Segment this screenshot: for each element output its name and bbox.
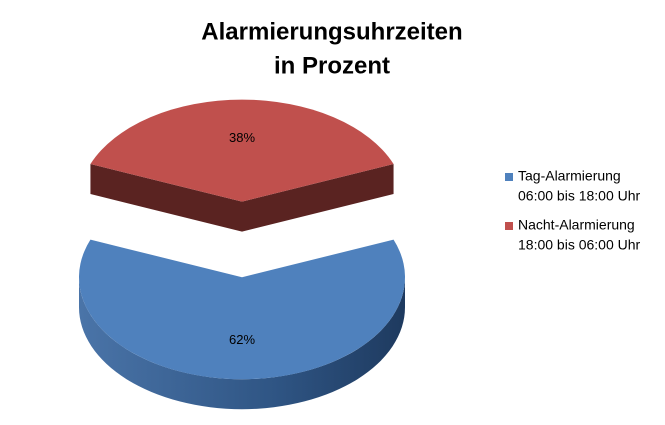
legend-label: 06:00 bis 18:00 Uhr <box>518 188 641 204</box>
legend-label: Nacht-Alarmierung <box>518 217 635 233</box>
legend-swatch <box>505 173 513 181</box>
chart-title: in Prozent <box>274 52 390 79</box>
chart-title: Alarmierungsuhrzeiten <box>201 18 462 45</box>
slice-side <box>242 164 394 232</box>
slice <box>90 99 394 202</box>
slice-side <box>90 164 242 232</box>
legend-swatch <box>505 222 513 230</box>
slice <box>78 239 405 380</box>
data-label: 62% <box>229 332 255 347</box>
data-label: 38% <box>229 130 255 145</box>
legend-label: Tag-Alarmierung <box>518 168 621 184</box>
slice-wall <box>79 277 405 410</box>
legend-label: 18:00 bis 06:00 Uhr <box>518 237 641 253</box>
